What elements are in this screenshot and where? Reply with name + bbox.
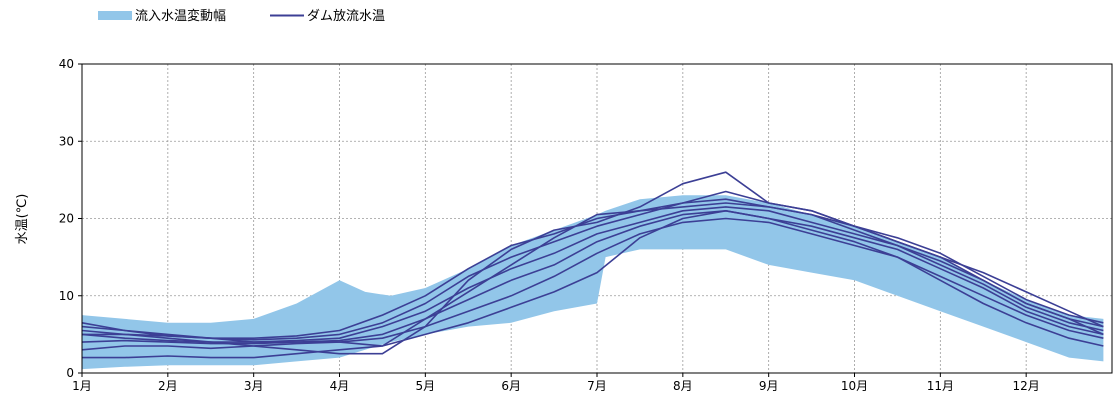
y-tick-label: 0 [66,366,74,380]
outflow-line [82,171,1104,355]
y-tick-labels: 0 10 20 30 40 [59,57,74,380]
axes [78,63,1113,377]
band-layer [82,195,1104,370]
legend-label-line: ダム放流水温 [307,9,385,24]
outflow-line [81,210,1104,345]
y-tick-label: 30 [59,134,74,148]
x-tick-label: 9月 [759,379,779,393]
x-tick-label: 10月 [841,379,868,393]
x-tick-label: 5月 [416,379,436,393]
outflow-line [81,198,1104,347]
outflow-line [82,210,1104,359]
x-tick-label: 11月 [927,379,954,393]
x-tick-label: 1月 [72,379,92,393]
legend: 流入水温変動幅 ダム放流水温 [98,8,385,24]
y-tick-label: 20 [59,212,74,226]
x-tick-label: 6月 [501,379,521,393]
y-axis-title: 水温(℃) [15,194,30,245]
lines-layer [81,171,1104,359]
x-tick-label: 4月 [330,379,350,393]
x-tick-label: 2月 [158,379,178,393]
y-tick-label: 40 [59,57,74,71]
legend-label-band: 流入水温変動幅 [135,8,226,24]
y-tick-label: 10 [59,289,74,303]
x-tick-label: 12月 [1013,379,1040,393]
x-tick-label: 7月 [587,379,607,393]
x-tick-label: 8月 [673,379,693,393]
legend-swatch-band [98,11,132,20]
x-tick-labels: 1月 2月 3月 4月 5月 6月 7月 8月 9月 10月 11月 12月 [72,379,1040,393]
x-tick-label: 3月 [244,379,264,393]
outflow-line [81,190,1104,341]
inflow-range-band [82,195,1104,370]
